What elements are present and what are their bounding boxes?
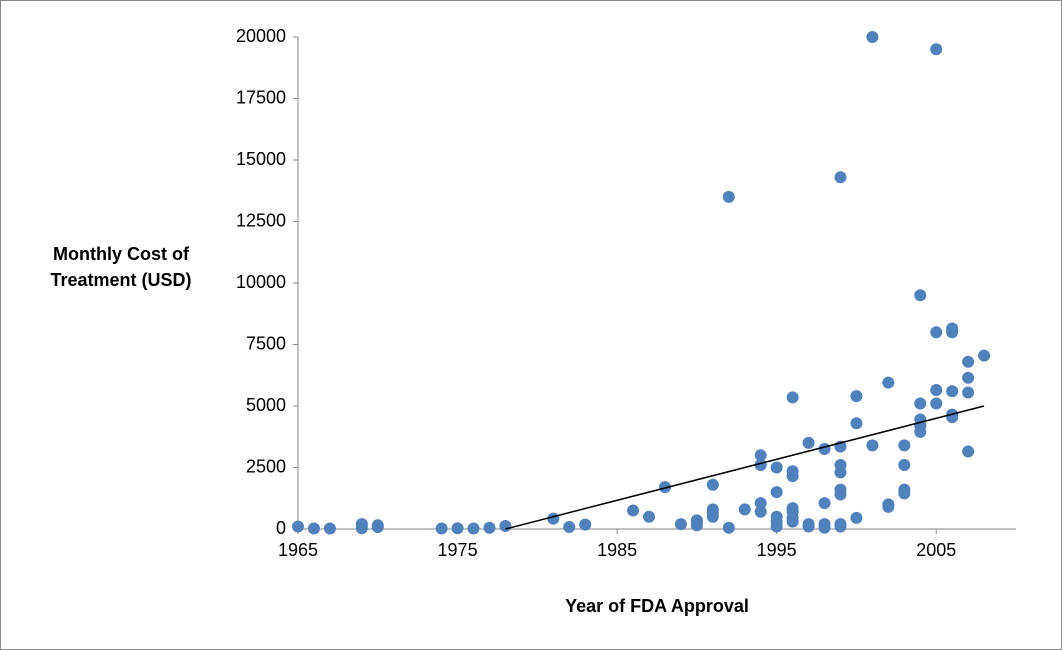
point xyxy=(738,503,751,516)
point xyxy=(770,461,783,474)
point xyxy=(962,355,975,368)
point xyxy=(882,500,895,513)
y-tick-label: 15000 xyxy=(236,149,286,169)
point xyxy=(834,520,847,533)
point xyxy=(914,397,927,410)
point xyxy=(930,384,943,397)
point xyxy=(307,522,320,535)
y-tick-label: 7500 xyxy=(246,333,286,353)
point xyxy=(930,43,943,56)
point xyxy=(547,512,560,525)
x-tick-label: 2005 xyxy=(916,540,956,560)
point xyxy=(898,439,911,452)
y-tick-label: 12500 xyxy=(236,210,286,230)
point xyxy=(722,521,735,534)
y-tick-label: 2500 xyxy=(246,456,286,476)
point xyxy=(754,505,767,518)
point xyxy=(786,391,799,404)
point xyxy=(914,289,927,302)
point xyxy=(658,481,671,494)
point xyxy=(834,488,847,501)
point xyxy=(467,522,480,535)
point xyxy=(802,436,815,449)
point xyxy=(818,443,831,456)
x-tick-label: 1975 xyxy=(438,540,478,560)
point xyxy=(850,417,863,430)
point xyxy=(706,478,719,491)
point xyxy=(866,31,879,43)
point xyxy=(435,522,448,535)
y-tick-label: 0 xyxy=(276,518,286,538)
point xyxy=(866,439,879,452)
x-tick-label: 1965 xyxy=(278,540,318,560)
point xyxy=(563,521,576,534)
point xyxy=(834,171,847,184)
y-tick-label: 5000 xyxy=(246,395,286,415)
y-tick-label: 20000 xyxy=(236,26,286,46)
point xyxy=(962,386,975,399)
point xyxy=(786,515,799,528)
point xyxy=(690,516,703,529)
point xyxy=(483,521,496,534)
point xyxy=(802,520,815,533)
point xyxy=(371,521,384,534)
point xyxy=(754,497,767,510)
point xyxy=(355,519,368,532)
point xyxy=(882,376,895,389)
point xyxy=(754,449,767,462)
x-tick-label: 1995 xyxy=(757,540,797,560)
point xyxy=(914,425,927,438)
point xyxy=(674,518,687,531)
point xyxy=(850,390,863,403)
y-axis-title: Monthly Cost of Treatment (USD) xyxy=(50,244,192,290)
point xyxy=(978,349,991,362)
point xyxy=(962,371,975,384)
point xyxy=(930,397,943,410)
point xyxy=(818,521,831,534)
point xyxy=(850,511,863,524)
point xyxy=(930,326,943,339)
x-axis-title: Year of FDA Approval xyxy=(565,596,749,616)
point xyxy=(946,385,959,398)
x-tick-label: 1985 xyxy=(597,540,637,560)
point xyxy=(643,510,656,523)
point xyxy=(722,190,735,203)
point xyxy=(834,466,847,479)
point xyxy=(962,445,975,458)
point xyxy=(898,487,911,500)
trendline xyxy=(505,405,985,530)
point xyxy=(706,510,719,523)
point xyxy=(323,522,336,535)
point xyxy=(786,470,799,483)
point xyxy=(818,497,831,510)
point xyxy=(627,504,640,517)
y-tick-label: 17500 xyxy=(236,87,286,107)
point xyxy=(499,520,512,533)
point xyxy=(292,520,304,533)
point xyxy=(770,520,783,533)
point xyxy=(579,518,592,531)
point xyxy=(770,486,783,499)
y-tick-label: 10000 xyxy=(236,272,286,292)
point xyxy=(898,459,911,472)
point xyxy=(451,522,464,535)
point xyxy=(946,326,959,339)
